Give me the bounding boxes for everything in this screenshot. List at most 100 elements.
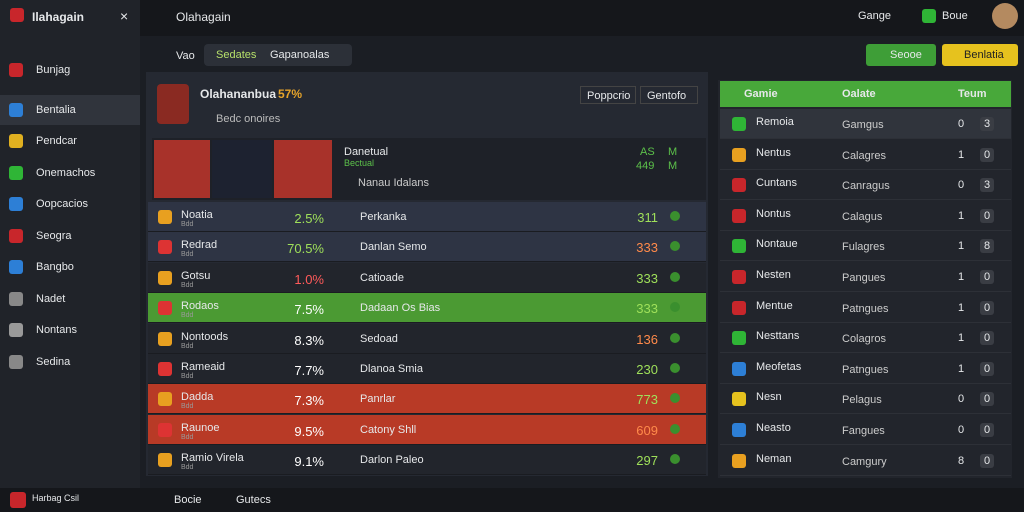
opponent: Catony Shll xyxy=(360,423,417,436)
button[interactable]: Seooe xyxy=(866,44,936,66)
percent: 7.5% xyxy=(294,302,324,318)
match-row[interactable] xyxy=(148,354,706,384)
team-name: Noatia xyxy=(181,209,213,221)
tab-title[interactable]: Olahagain xyxy=(176,10,231,24)
sidebar-item[interactable]: Sedina xyxy=(36,355,71,368)
percent: 8.3% xyxy=(294,332,324,348)
score: 333 xyxy=(636,270,658,286)
value: 0 xyxy=(958,118,965,130)
icon xyxy=(158,453,172,468)
sidebar-item[interactable]: Bentalia xyxy=(36,103,76,116)
topbar xyxy=(140,0,1024,36)
opponent: Perkanka xyxy=(360,211,407,223)
match-tab[interactable]: Poppcrio xyxy=(580,86,636,104)
sidebar-item[interactable]: Nontans xyxy=(36,324,77,336)
team-sub: Bdd xyxy=(181,403,194,411)
group: Pangues xyxy=(842,272,886,284)
user[interactable]: Boue xyxy=(942,10,968,22)
column-header: Teum xyxy=(958,88,987,100)
action[interactable] xyxy=(670,211,680,221)
standing-row[interactable] xyxy=(720,446,1011,476)
match-tab[interactable]: Gentofo xyxy=(640,86,698,104)
sidebar-item[interactable]: Nadet xyxy=(36,292,66,305)
group: Calagus xyxy=(842,210,883,223)
action[interactable] xyxy=(670,454,680,465)
match-row[interactable] xyxy=(148,293,706,324)
sidebar-item[interactable]: Pendcar xyxy=(36,135,77,147)
icon xyxy=(9,228,23,243)
percent: 7.3% xyxy=(294,393,324,409)
team-name: Nontoods xyxy=(181,330,229,343)
match-row[interactable] xyxy=(148,323,706,354)
standing-row[interactable] xyxy=(720,323,1011,354)
icon xyxy=(732,178,746,193)
action[interactable] xyxy=(670,332,680,343)
standing-row[interactable] xyxy=(720,170,1011,201)
footer-item[interactable]: Bocie xyxy=(174,494,202,506)
group: Patngues xyxy=(842,363,889,376)
standing-row[interactable] xyxy=(720,354,1011,384)
button[interactable]: Benlatia xyxy=(942,44,1018,66)
match-row[interactable] xyxy=(148,262,706,293)
sidebar-item[interactable]: Onemachos xyxy=(36,166,96,179)
icon xyxy=(9,323,23,337)
match-row[interactable] xyxy=(148,232,706,263)
score: 609 xyxy=(636,422,658,438)
action[interactable] xyxy=(670,363,680,373)
toolbar-tab[interactable]: Gapanoalas xyxy=(270,49,330,61)
standing-row[interactable] xyxy=(720,262,1011,292)
group: Fangues xyxy=(842,425,885,437)
match-row[interactable] xyxy=(148,445,706,476)
value: 0 xyxy=(980,423,994,437)
group: Canragus xyxy=(842,180,890,193)
sidebar-item[interactable]: Oopcacios xyxy=(36,198,88,210)
standing-row[interactable] xyxy=(720,201,1011,231)
standing-row[interactable] xyxy=(720,415,1011,445)
standing-row[interactable] xyxy=(720,231,1011,262)
search[interactable]: Gange xyxy=(858,10,892,22)
icon xyxy=(158,240,172,255)
value: 0 xyxy=(980,453,994,468)
value: 0 xyxy=(958,424,965,436)
match-row[interactable] xyxy=(148,202,706,232)
action[interactable] xyxy=(670,423,680,434)
sidebar-item[interactable]: Bunjag xyxy=(36,64,71,76)
standing-row[interactable] xyxy=(720,384,1011,415)
opponent: Darlon Paleo xyxy=(360,454,424,467)
score: 773 xyxy=(636,392,658,408)
action[interactable] xyxy=(670,241,680,252)
team-name: Nesn xyxy=(756,391,782,404)
group: Colagros xyxy=(842,333,887,346)
icon xyxy=(9,63,23,77)
action[interactable] xyxy=(670,271,680,282)
team-name: Neman xyxy=(756,452,792,465)
icon xyxy=(732,208,746,223)
icon xyxy=(732,270,746,284)
score: 311 xyxy=(637,210,658,225)
standing-row[interactable] xyxy=(720,109,1011,139)
opponent: Dlanoa Smia xyxy=(360,363,423,375)
match-title: Olahananbua xyxy=(200,87,277,101)
team-name: Rameaid xyxy=(181,361,226,373)
sidebar-active xyxy=(0,94,140,125)
match-pct: 57% xyxy=(278,87,303,101)
toolbar-tab[interactable]: Sedates xyxy=(216,49,257,61)
icon xyxy=(158,392,172,407)
percent: 1.0% xyxy=(294,271,324,287)
team-sub: Bdd xyxy=(181,342,194,350)
standing-row[interactable] xyxy=(720,140,1011,170)
sidebar-item[interactable]: Bangbo xyxy=(36,261,74,273)
icon xyxy=(10,8,24,22)
standing-row[interactable] xyxy=(720,293,1011,323)
match-row[interactable] xyxy=(148,384,706,415)
match-row[interactable] xyxy=(148,414,706,445)
sidebar xyxy=(0,0,140,488)
sidebar-item[interactable]: Seogra xyxy=(36,229,72,242)
action[interactable] xyxy=(670,393,680,404)
icon xyxy=(158,362,172,376)
value: 8 xyxy=(958,454,965,467)
stat: M xyxy=(668,160,678,172)
footer-item[interactable]: Gutecs xyxy=(236,494,271,506)
action[interactable] xyxy=(670,302,680,313)
